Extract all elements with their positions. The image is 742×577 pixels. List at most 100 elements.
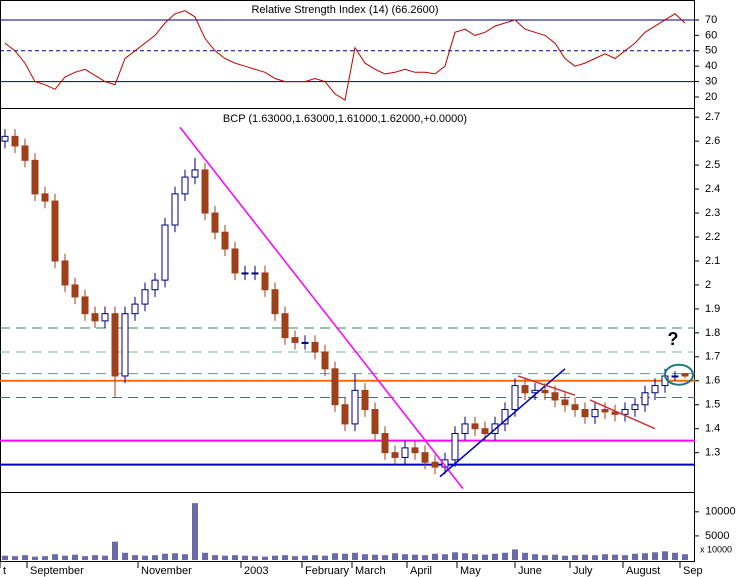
- y-tick-label: 1.4: [705, 423, 720, 435]
- volume-bar: [382, 555, 388, 560]
- candle-body: [71, 284, 79, 298]
- candle-body: [111, 313, 119, 377]
- y-tick-label: 60: [705, 29, 717, 41]
- candle-body: [671, 375, 679, 378]
- candle-body: [41, 193, 49, 202]
- candle-body: [441, 459, 449, 468]
- trendline: [179, 126, 464, 490]
- volume-bar: [542, 555, 548, 560]
- x-tick-label: February: [305, 565, 350, 577]
- candle-body: [151, 279, 159, 291]
- y-tick-label: 2.5: [705, 159, 720, 171]
- candle-body: [591, 409, 599, 418]
- candle-body: [271, 289, 279, 315]
- volume-bar: [612, 554, 618, 560]
- volume-bar: [352, 552, 358, 560]
- candle-body: [571, 404, 579, 411]
- volume-bar: [32, 556, 38, 560]
- y-tick-label: 50: [705, 45, 717, 57]
- candle-body: [381, 432, 389, 454]
- y-tick-label: 2.6: [705, 135, 720, 147]
- rsi-line: [4, 10, 686, 101]
- volume-bar: [392, 553, 398, 560]
- candle-body: [451, 432, 459, 461]
- trendline: [439, 368, 566, 478]
- y-tick-label: 1.7: [705, 351, 720, 363]
- candle-body: [541, 389, 549, 394]
- volume-bar: [2, 555, 8, 560]
- candle-body: [431, 461, 439, 468]
- candle-body: [281, 313, 289, 339]
- candle-body: [11, 135, 19, 147]
- y-tick-label: 1.8: [705, 327, 720, 339]
- candle-body: [481, 428, 489, 434]
- candle-body: [211, 212, 219, 233]
- y-tick-label: 1.6: [705, 375, 720, 387]
- x-tick-label: May: [460, 565, 481, 577]
- candle-body: [81, 296, 89, 315]
- volume-bar: [62, 555, 68, 560]
- volume-bar: [512, 549, 518, 560]
- candle-body: [241, 272, 249, 275]
- x-tick-label: August: [626, 565, 660, 577]
- volume-bar: [662, 551, 668, 560]
- volume-bar: [342, 553, 348, 560]
- volume-bar: [592, 555, 598, 560]
- volume-bar: [552, 554, 558, 560]
- volume-bar: [282, 555, 288, 560]
- candle-body: [551, 392, 559, 401]
- volume-bar: [472, 554, 478, 560]
- volume-bar: [572, 555, 578, 560]
- candle-body: [401, 447, 409, 458]
- candle-body: [51, 200, 59, 262]
- candle-body: [501, 409, 509, 425]
- y-tick-label: 20: [705, 91, 717, 103]
- trendline: [589, 399, 656, 430]
- candle-body: [321, 351, 329, 370]
- candle-body: [1, 135, 9, 142]
- candle-body: [131, 303, 139, 315]
- x-tick-label: April: [410, 565, 432, 577]
- y-tick-label: 40: [705, 60, 717, 72]
- volume-bar: [622, 555, 628, 560]
- volume-bar: [132, 555, 138, 560]
- y-tick-label: 2.3: [705, 207, 720, 219]
- volume-bar: [202, 552, 208, 560]
- candle-body: [371, 409, 379, 434]
- volume-bar: [252, 556, 258, 560]
- volume-bar: [412, 554, 418, 560]
- candle-body: [621, 409, 629, 415]
- candle-body: [201, 169, 209, 214]
- volume-bar: [142, 555, 148, 560]
- candle-body: [341, 404, 349, 425]
- volume-bar: [102, 555, 108, 560]
- candle-body: [141, 289, 149, 305]
- volume-bar: [52, 554, 58, 560]
- candle-body: [351, 389, 359, 425]
- volume-bar: [212, 555, 218, 560]
- volume-bar: [22, 555, 28, 560]
- candle-body: [221, 231, 229, 250]
- candle-body: [601, 409, 609, 413]
- volume-bar: [452, 552, 458, 560]
- volume-bar: [262, 556, 268, 560]
- volume-bar: [332, 553, 338, 560]
- y-tick-label: 2.4: [705, 183, 720, 195]
- candle-body: [91, 313, 99, 322]
- volume-bar: [42, 556, 48, 560]
- volume-bar: [502, 552, 508, 560]
- volume-bar: [652, 552, 658, 560]
- candle-body: [461, 423, 469, 434]
- volume-bar: [642, 553, 648, 560]
- volume-bar: [462, 553, 468, 560]
- highlight-ellipse: [664, 363, 694, 386]
- candle-body: [331, 368, 339, 406]
- volume-bar: [522, 552, 528, 560]
- volume-bar: [122, 552, 128, 560]
- volume-bar: [672, 552, 678, 560]
- candle-body: [471, 423, 479, 430]
- annotation: ?: [668, 329, 679, 349]
- candle-body: [251, 272, 259, 275]
- candle-body: [171, 193, 179, 226]
